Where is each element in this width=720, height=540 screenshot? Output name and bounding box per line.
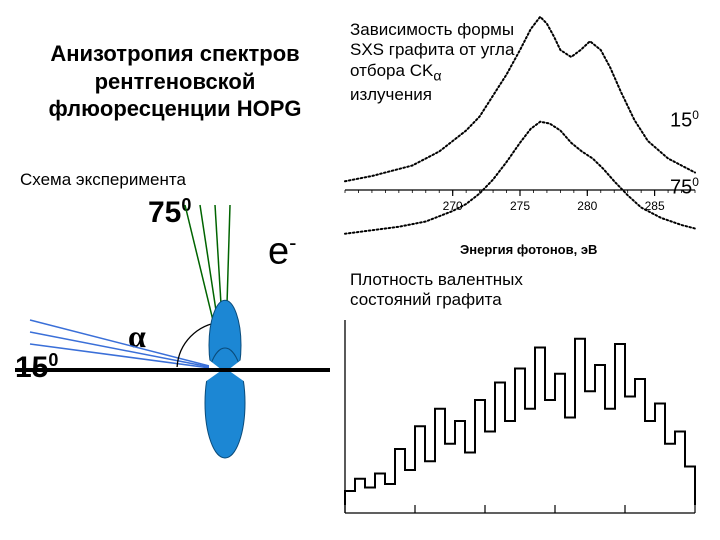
svg-text:275: 275	[510, 199, 530, 213]
figure-svg: 270275280285	[0, 0, 720, 540]
svg-text:280: 280	[577, 199, 597, 213]
